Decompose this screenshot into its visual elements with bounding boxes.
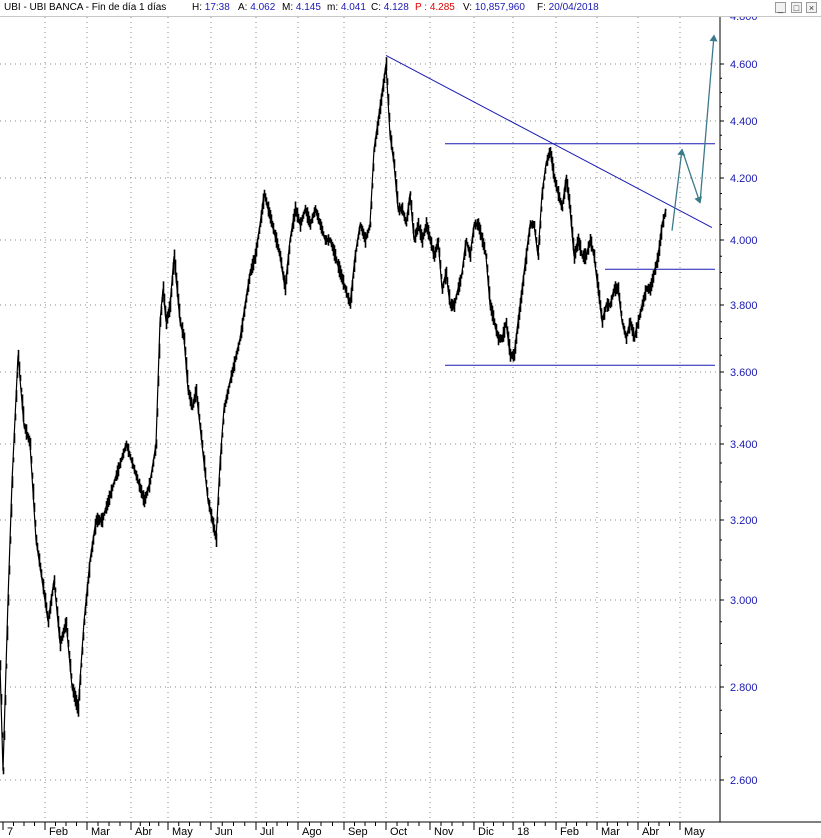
y-tick-label: 3.400 <box>730 439 758 451</box>
header-mm: m: 4.041 <box>327 2 366 13</box>
minimize-button[interactable]: _ <box>775 2 786 13</box>
y-axis: 4.600 4.400 4.200 4.000 3.800 3.600 3.400 3.200… <box>719 17 758 822</box>
y-tick-label: 4.400 <box>730 116 758 128</box>
header-p: P : 4.285 <box>415 2 455 13</box>
projection-arrowhead-3 <box>709 34 718 42</box>
grid <box>0 17 720 822</box>
header-v: V: 10,857,960 <box>463 2 525 13</box>
x-tick-label: 18 <box>517 826 529 838</box>
x-tick-label: Sep <box>348 826 368 838</box>
x-tick-label: Nov <box>434 826 454 838</box>
header-h: H: 17:38 <box>192 2 230 13</box>
y-tick-label: 4.200 <box>730 173 758 185</box>
x-tick-label: Abr <box>642 826 659 838</box>
x-tick-label: Ago <box>302 826 322 838</box>
x-tick-label: Feb <box>49 826 68 838</box>
y-tick-label: 2.800 <box>730 682 758 694</box>
x-tick-label: Mar <box>91 826 110 838</box>
x-tick-label: May <box>172 826 193 838</box>
header-c: C: 4.128 <box>371 2 409 13</box>
x-tick-label: Jul <box>260 826 274 838</box>
projection-arrowhead-1 <box>677 148 686 156</box>
x-tick-label: Mar <box>601 826 620 838</box>
x-tick-label: Oct <box>390 826 407 838</box>
y-tick-label-top: 4.800 <box>730 17 758 23</box>
header-a: A: 4.062 <box>238 2 276 13</box>
price-line <box>0 63 667 771</box>
x-tick-label: 7 <box>7 826 13 838</box>
y-tick-label: 3.600 <box>730 367 758 379</box>
title-bar: UBI - UBI BANCA - Fin de día 1 días H: 1… <box>0 0 821 17</box>
price-bars <box>0 57 667 775</box>
y-tick-label: 3.800 <box>730 300 758 312</box>
y-tick-label: 4.000 <box>730 235 758 247</box>
projection-path <box>671 35 715 231</box>
y-tick-label: 3.000 <box>730 595 758 607</box>
y-tick-label: 2.600 <box>730 775 758 787</box>
x-axis: 7 Feb Mar Abr May Jun Jul Ago Sep Oct Nov Dic 18 Feb M… <box>0 821 821 838</box>
x-tick-label: Dic <box>478 826 494 838</box>
x-tick-label: Jun <box>215 826 233 838</box>
y-tick-label: 3.200 <box>730 515 758 527</box>
y-tick-label: 4.600 <box>730 59 758 71</box>
x-tick-label: Feb <box>560 826 579 838</box>
trend-lines <box>385 55 715 366</box>
price-chart: 4.600 4.400 4.200 4.000 3.800 3.600 3.400 3.200… <box>0 17 821 838</box>
projection-arrowhead-2 <box>694 196 702 204</box>
restore-button[interactable]: □ <box>791 2 802 13</box>
close-button[interactable]: × <box>806 2 817 13</box>
x-tick-label: Abr <box>135 826 152 838</box>
header-f: F: 20/04/2018 <box>537 2 599 13</box>
trendline <box>385 55 713 229</box>
price-series <box>0 57 667 775</box>
projection-arrow <box>671 34 718 231</box>
chart-title: UBI - UBI BANCA - Fin de día 1 días <box>4 2 167 13</box>
header-m: M: 4.145 <box>282 2 321 13</box>
x-tick-label: May <box>684 826 705 838</box>
